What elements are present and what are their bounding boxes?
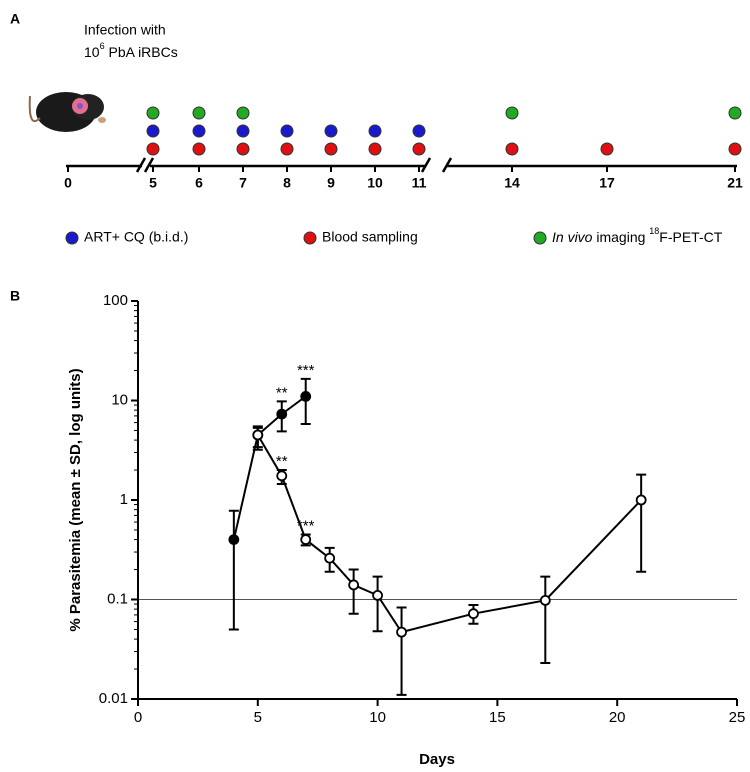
data-point xyxy=(276,408,288,420)
legend-italic: In vivo xyxy=(552,229,593,245)
infection-text: Infection with xyxy=(84,22,166,38)
schedule-dot xyxy=(236,106,250,120)
schedule-dot xyxy=(324,124,338,138)
significance-label: *** xyxy=(297,362,315,379)
significance-label: ** xyxy=(276,453,288,470)
series-line xyxy=(232,395,307,540)
error-bar xyxy=(348,568,359,615)
timeline-label: 10 xyxy=(367,175,383,191)
error-bar xyxy=(540,575,551,665)
schedule-dot xyxy=(146,124,160,138)
schedule-dot xyxy=(146,106,160,120)
significance-label: *** xyxy=(297,517,315,534)
schedule-dot xyxy=(146,142,160,156)
dose-rest: PbA iRBCs xyxy=(105,44,178,60)
timeline-label: 11 xyxy=(412,175,427,191)
legend-marker xyxy=(533,231,547,245)
timeline-label: 5 xyxy=(149,175,157,191)
schedule-dot xyxy=(236,142,250,156)
x-tick-label: 15 xyxy=(489,709,506,726)
x-tick-label: 10 xyxy=(369,709,386,726)
dose-sup: 6 xyxy=(100,41,105,51)
legend-rest: F-PET-CT xyxy=(659,229,722,245)
error-bar xyxy=(636,473,647,573)
schedule-dot xyxy=(505,142,519,156)
schedule-dot xyxy=(324,142,338,156)
y-tick-label: 0.1 xyxy=(107,590,128,607)
series-line xyxy=(256,434,642,634)
legend-text: In vivo imaging 18F-PET-CT xyxy=(552,226,723,244)
data-point xyxy=(539,594,551,606)
x-tick-label: 20 xyxy=(609,709,626,726)
data-point xyxy=(276,470,288,482)
schedule-dot xyxy=(368,124,382,138)
timeline-label: 8 xyxy=(283,175,291,191)
legend-text: Blood sampling xyxy=(322,229,418,245)
data-point xyxy=(348,579,360,591)
schedule-dot xyxy=(412,124,426,138)
significance-label: ** xyxy=(276,384,288,401)
data-point xyxy=(372,589,384,601)
error-bar xyxy=(396,606,407,696)
data-point xyxy=(228,534,240,545)
schedule-dot xyxy=(192,106,206,120)
infection-dose: 106 PbA iRBCs xyxy=(84,41,178,59)
legend: ART+ CQ (b.i.d.) Blood sampling In vivo … xyxy=(65,226,723,245)
schedule-dot xyxy=(280,124,294,138)
timeline: 0 5 6 7 8 9 10 11 14 17 21 xyxy=(64,106,743,191)
x-tick-label: 25 xyxy=(729,709,746,726)
legend-text: ART+ CQ (b.i.d.) xyxy=(84,229,188,245)
panel-label: B xyxy=(10,288,20,304)
y-tick-label: 1 xyxy=(120,491,128,508)
schedule-dot xyxy=(600,142,614,156)
timeline-label: 14 xyxy=(504,175,520,191)
x-axis-title: Days xyxy=(419,751,455,768)
schedule-dot xyxy=(412,142,426,156)
data-point xyxy=(635,494,647,506)
dose-base: 10 xyxy=(84,44,100,60)
schedule-dot xyxy=(192,124,206,138)
data-point xyxy=(252,429,264,441)
error-bar xyxy=(228,509,239,631)
y-tick-label: 0.01 xyxy=(99,690,128,707)
timeline-label: 21 xyxy=(727,175,743,191)
schedule-dot xyxy=(192,142,206,156)
y-axis-title: % Parasitemia (mean ± SD, log units) xyxy=(67,368,84,631)
timeline-label: 7 xyxy=(239,175,247,191)
timeline-label: 6 xyxy=(195,175,203,191)
schedule-dot xyxy=(728,142,742,156)
mouse-icon xyxy=(28,92,106,132)
data-point xyxy=(396,626,407,638)
legend-mid: imaging xyxy=(592,229,649,245)
y-tick-label: 100 xyxy=(103,292,128,309)
schedule-dot xyxy=(236,124,250,138)
data-point xyxy=(468,608,479,620)
timeline-label: 0 xyxy=(64,175,72,191)
y-tick-label: 10 xyxy=(111,391,128,408)
schedule-dot xyxy=(368,142,382,156)
error-bar xyxy=(372,575,383,633)
x-tick-label: 0 xyxy=(134,709,142,726)
timeline-label: 9 xyxy=(327,175,335,191)
data-point xyxy=(300,534,312,545)
legend-marker xyxy=(303,231,317,245)
data-point xyxy=(300,390,312,402)
timeline-label: 17 xyxy=(599,175,615,191)
timeline-axis xyxy=(66,157,737,173)
legend-marker xyxy=(65,231,79,245)
schedule-dot xyxy=(728,106,742,120)
legend-sup: 18 xyxy=(649,226,659,236)
panel-label: A xyxy=(10,11,20,27)
data-point xyxy=(324,552,336,564)
schedule-dot xyxy=(280,142,294,156)
schedule-dot xyxy=(505,106,519,120)
x-tick-label: 5 xyxy=(254,709,262,726)
